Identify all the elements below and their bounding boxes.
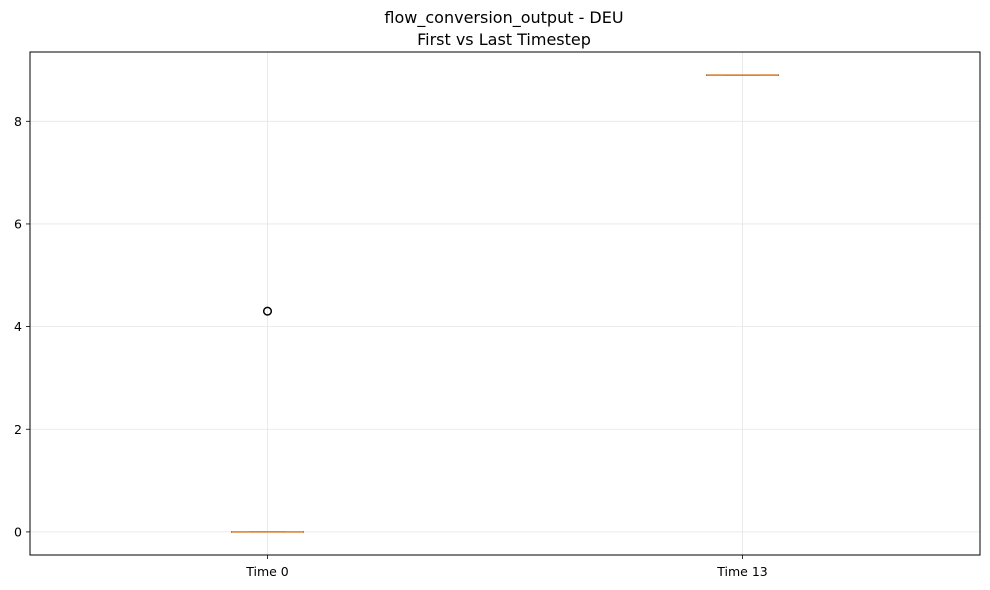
y-tick-label: 0 (14, 524, 22, 539)
axis-layer: 0 2 4 6 8 Time 0 Time 13 (14, 114, 768, 579)
y-tick-label: 2 (14, 422, 22, 437)
x-tick-label: Time 0 (245, 564, 289, 579)
plot-area-frame (29, 51, 981, 556)
y-tick-label: 8 (14, 114, 22, 129)
chart-subtitle: First vs Last Timestep (417, 30, 591, 49)
box-layer (231, 74, 779, 533)
x-tick-label: Time 13 (716, 564, 767, 579)
y-tick-label: 6 (14, 216, 22, 231)
chart-title: flow_conversion_output - DEU (384, 8, 623, 28)
grid-layer (30, 52, 980, 555)
outlier-point (262, 306, 273, 316)
y-tick-label: 4 (14, 319, 22, 334)
